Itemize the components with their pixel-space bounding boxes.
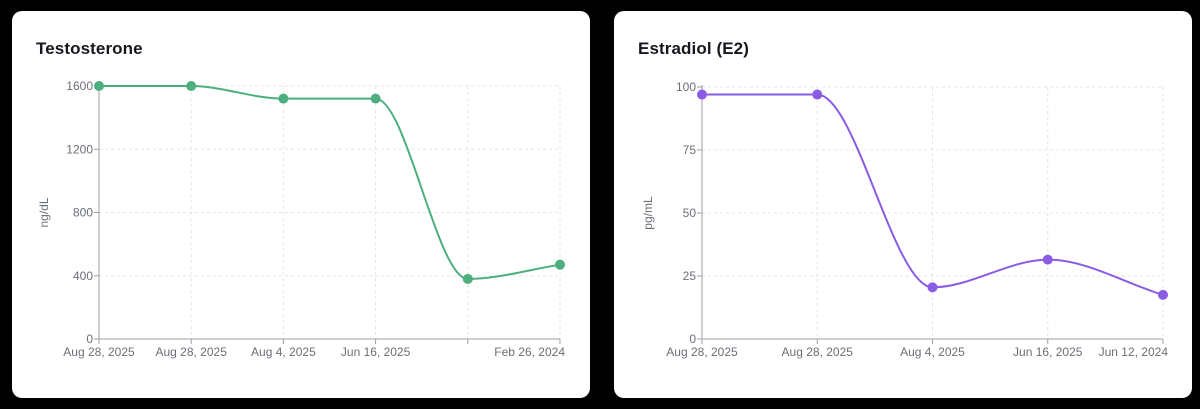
data-point[interactable] (1042, 254, 1053, 265)
data-point[interactable] (94, 81, 104, 91)
data-point[interactable] (186, 81, 197, 91)
x-tick-label: Aug 4, 2025 (251, 345, 316, 359)
y-tick-label: 75 (683, 143, 697, 157)
data-point[interactable] (812, 89, 823, 100)
x-tick-label: Aug 28, 2025 (63, 345, 135, 359)
y-tick-label: 400 (73, 269, 93, 283)
data-point[interactable] (1158, 289, 1168, 300)
y-tick-label: 800 (73, 206, 93, 220)
y-axis-label: ng/dL (37, 197, 51, 227)
data-point[interactable] (278, 93, 289, 104)
series-line (98, 84, 561, 280)
estradiol-chart: 0 25 50 75 100 Aug 28, 2025 Aug 28, 2025 Aug 4,… (641, 80, 1169, 359)
y-tick-label: 100 (676, 80, 696, 94)
data-point[interactable] (555, 259, 565, 270)
y-tick-label: 0 (86, 332, 93, 346)
x-tick-label: Aug 28, 2025 (155, 345, 227, 359)
x-tick-label: Aug 28, 2025 (666, 345, 738, 359)
x-tick-label: Jun 12, 2024 (1099, 345, 1169, 359)
testosterone-chart: 0 400 800 1200 1600 Aug 28, 2025 Aug 28, 2025 A… (37, 79, 565, 359)
x-tick-label: Aug 4, 2025 (900, 345, 965, 359)
x-tick-label: Jun 16, 2025 (1013, 345, 1083, 359)
x-tick-label: Jun 16, 2025 (341, 345, 411, 359)
y-tick-label: 0 (689, 332, 696, 346)
x-tick-label: Aug 28, 2025 (782, 345, 854, 359)
estradiol-card: Estradiol (E2) 0 25 50 75 100 Aug 28, 2025 Aug… (614, 11, 1192, 398)
data-point[interactable] (370, 93, 381, 104)
y-tick-label: 50 (683, 206, 697, 220)
data-point[interactable] (697, 89, 707, 100)
testosterone-title: Testosterone (36, 39, 143, 58)
series-line (702, 93, 1164, 296)
data-point[interactable] (462, 273, 473, 284)
y-axis-label: pg/mL (641, 196, 655, 230)
x-tick-label: Feb 26, 2024 (494, 345, 565, 359)
y-tick-label: 1200 (66, 142, 93, 156)
testosterone-card: Testosterone 0 400 800 1200 1600 Aug 28, 2025… (12, 11, 590, 398)
y-tick-label: 1600 (66, 79, 93, 93)
estradiol-title: Estradiol (E2) (638, 39, 749, 58)
y-tick-label: 25 (683, 269, 697, 283)
data-point[interactable] (927, 282, 938, 293)
